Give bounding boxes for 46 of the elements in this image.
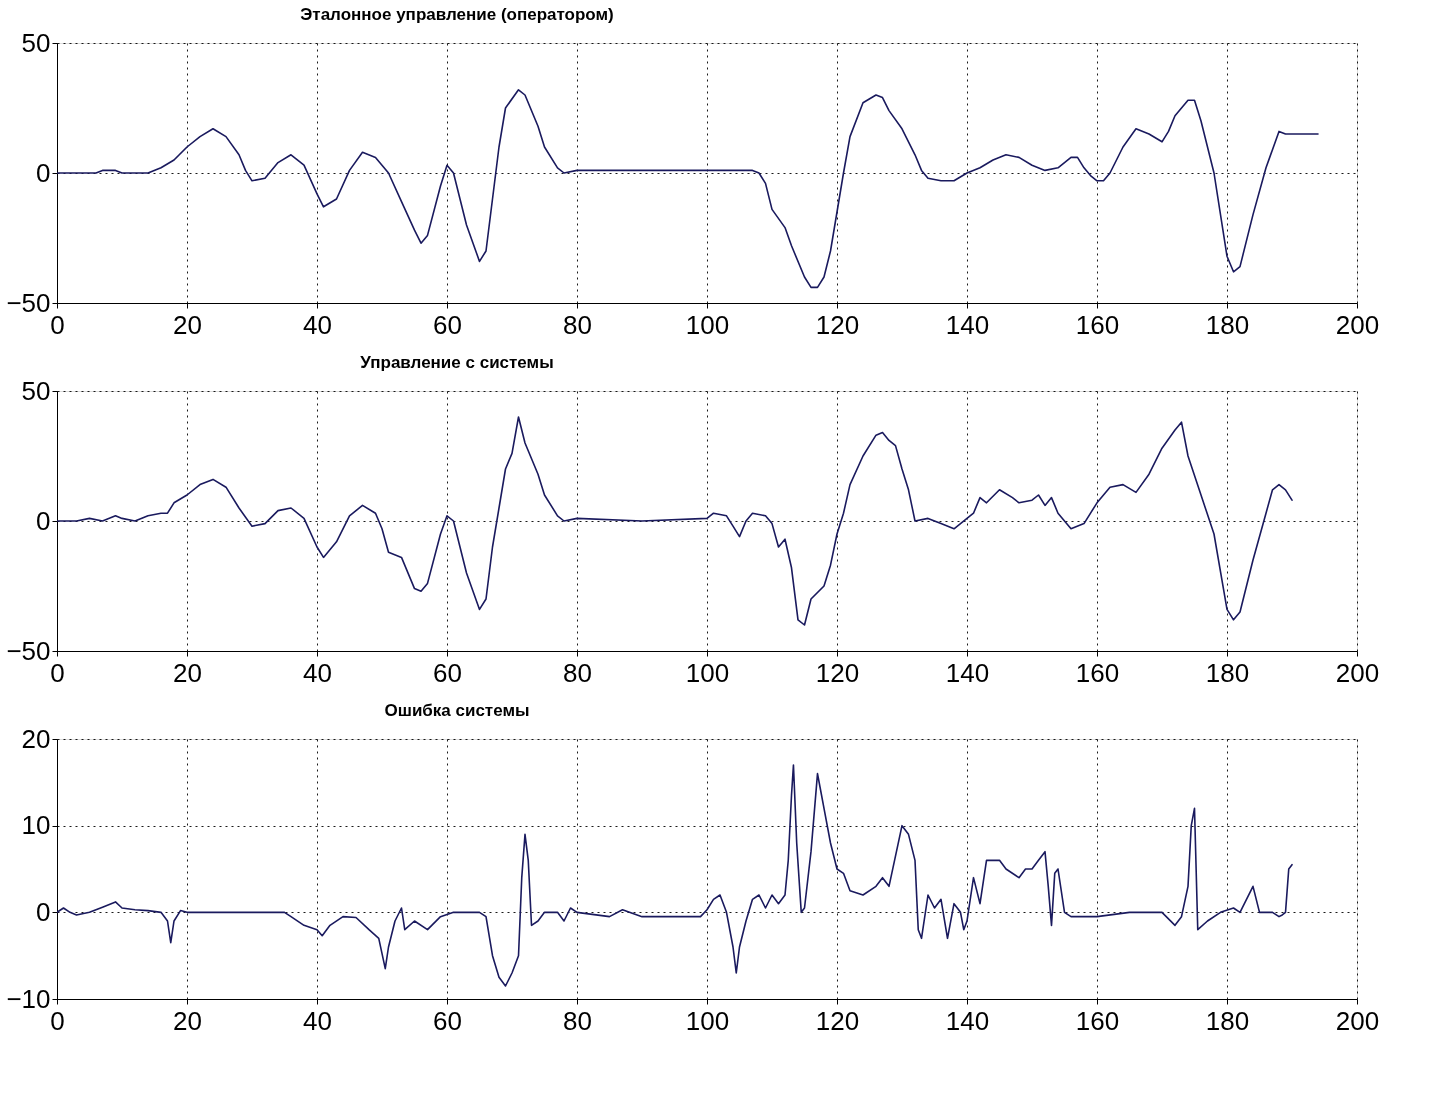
chart-title: Управление с системы — [360, 353, 554, 372]
x-tick-label: 60 — [433, 657, 462, 688]
chart-title: Ошибка системы — [384, 701, 530, 720]
x-tick-label: 160 — [1075, 1005, 1120, 1036]
x-tick-label: 180 — [1205, 309, 1250, 340]
x-tick-label: 60 — [433, 309, 462, 340]
x-tick-label: 120 — [815, 657, 860, 688]
x-tick-label: 200 — [1335, 657, 1380, 688]
y-tick-label: −50 — [6, 287, 51, 318]
x-tick-label: 140 — [945, 1005, 990, 1036]
y-tick-label: 50 — [21, 375, 51, 406]
x-tick-label: 120 — [815, 1005, 860, 1036]
line-series — [57, 416, 1293, 626]
x-tick-label: 100 — [685, 1005, 730, 1036]
x-tick-label: 60 — [433, 1005, 462, 1036]
x-tick-label: 20 — [173, 657, 202, 688]
line-series — [57, 764, 1293, 987]
x-tick-label: 180 — [1205, 657, 1250, 688]
x-tick-label: 20 — [173, 1005, 202, 1036]
x-tick-label: 200 — [1335, 1005, 1380, 1036]
y-tick-label: 20 — [21, 723, 51, 754]
x-tick-label: 40 — [303, 657, 332, 688]
x-tick-label: 100 — [685, 309, 730, 340]
x-tick-label: 40 — [303, 1005, 332, 1036]
x-tick-label: 100 — [685, 657, 730, 688]
x-tick-label: 180 — [1205, 1005, 1250, 1036]
x-tick-label: 20 — [173, 309, 202, 340]
y-tick-label: 0 — [36, 896, 51, 927]
y-tick-label: −10 — [6, 983, 51, 1014]
x-tick-label: 40 — [303, 309, 332, 340]
x-tick-label: 80 — [563, 1005, 592, 1036]
x-tick-label: 160 — [1075, 309, 1120, 340]
x-tick-label: 140 — [945, 309, 990, 340]
y-tick-label: 10 — [21, 810, 51, 841]
x-tick-label: 200 — [1335, 309, 1380, 340]
x-tick-label: 80 — [563, 309, 592, 340]
x-tick-label: 80 — [563, 657, 592, 688]
chart-title: Эталонное управление (оператором) — [300, 5, 614, 24]
x-tick-label: 120 — [815, 309, 860, 340]
y-tick-label: 0 — [36, 157, 51, 188]
y-tick-label: 50 — [21, 27, 51, 58]
y-tick-label: 0 — [36, 505, 51, 536]
x-tick-label: 160 — [1075, 657, 1120, 688]
line-series — [57, 89, 1319, 289]
y-tick-label: −50 — [6, 635, 51, 666]
x-tick-label: 140 — [945, 657, 990, 688]
